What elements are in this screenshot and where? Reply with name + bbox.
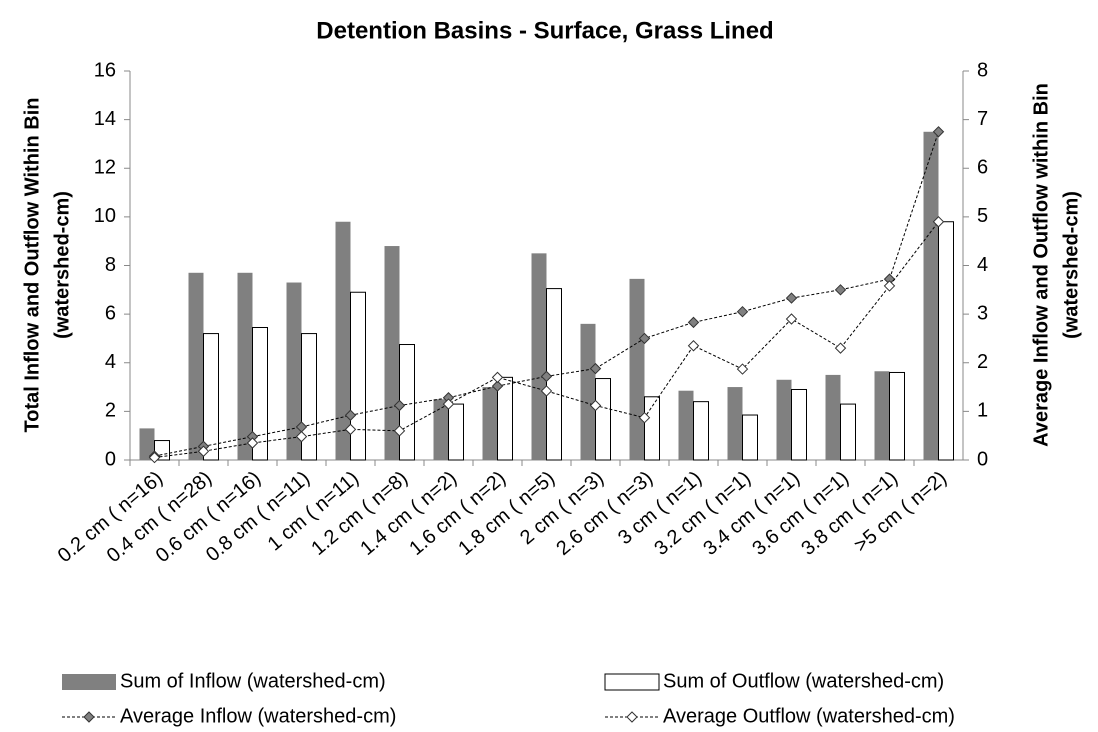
y-tick-label: 14 bbox=[94, 108, 116, 130]
y-tick-label: 8 bbox=[105, 254, 116, 276]
line-marker bbox=[295, 430, 308, 443]
bar bbox=[482, 387, 498, 460]
bar bbox=[580, 323, 596, 460]
y2-tick-label: 5 bbox=[977, 205, 988, 227]
legend-marker bbox=[83, 711, 95, 723]
bar bbox=[252, 326, 268, 461]
line-marker bbox=[736, 363, 749, 375]
bar bbox=[595, 378, 611, 461]
legend-label: Sum of Outflow (watershed-cm) bbox=[663, 670, 944, 692]
bar bbox=[874, 371, 890, 460]
chart-title: Detention Basins - Surface, Grass Lined bbox=[316, 17, 773, 44]
bar bbox=[203, 333, 219, 461]
bar bbox=[791, 388, 807, 461]
line-marker bbox=[491, 371, 504, 384]
line-marker bbox=[442, 398, 455, 410]
y-tick-label: 6 bbox=[105, 302, 116, 324]
bar bbox=[139, 428, 155, 460]
bar bbox=[448, 403, 464, 461]
y2-axis-label-line: (watershed-cm) bbox=[1060, 191, 1082, 339]
line-marker bbox=[246, 437, 259, 449]
y-tick-label: 4 bbox=[105, 351, 116, 373]
line-marker bbox=[638, 411, 651, 424]
bar bbox=[644, 396, 660, 461]
line-marker bbox=[344, 423, 357, 436]
y2-tick-label: 1 bbox=[977, 400, 988, 422]
y2-tick-label: 0 bbox=[977, 448, 988, 470]
line-marker bbox=[638, 332, 651, 345]
line-marker bbox=[344, 409, 357, 421]
y-axis-label-line: (watershed-cm) bbox=[51, 191, 73, 339]
line-marker bbox=[883, 280, 896, 292]
y-tick-label: 10 bbox=[94, 205, 116, 227]
y2-tick-label: 2 bbox=[977, 351, 988, 373]
legend-marker bbox=[626, 711, 638, 723]
bar bbox=[776, 379, 792, 460]
bar bbox=[742, 414, 758, 461]
bar bbox=[350, 291, 366, 461]
line-marker bbox=[736, 305, 749, 318]
bar bbox=[286, 282, 302, 460]
bar bbox=[237, 272, 253, 460]
line-marker bbox=[687, 340, 700, 352]
y-tick-label: 0 bbox=[105, 448, 116, 470]
legend-swatch bbox=[604, 673, 660, 691]
line-marker bbox=[589, 399, 602, 412]
bar bbox=[889, 371, 905, 461]
bar bbox=[531, 253, 547, 460]
bar bbox=[188, 272, 204, 460]
y2-tick-label: 4 bbox=[977, 254, 988, 276]
bar bbox=[433, 399, 449, 460]
bar bbox=[301, 333, 317, 461]
bar bbox=[727, 387, 743, 460]
bar bbox=[938, 221, 954, 461]
legend-label: Average Outflow (watershed-cm) bbox=[663, 705, 955, 727]
bar bbox=[335, 221, 351, 460]
line-marker bbox=[932, 126, 945, 138]
line-marker bbox=[834, 342, 847, 354]
y-axis-label-line: Total Inflow and Outflow Within Bin bbox=[21, 98, 43, 433]
line-marker bbox=[197, 445, 210, 457]
y2-tick-label: 8 bbox=[977, 59, 988, 81]
line-marker bbox=[785, 292, 798, 304]
line-marker bbox=[834, 284, 847, 296]
y2-tick-label: 7 bbox=[977, 108, 988, 130]
line-marker bbox=[393, 399, 406, 412]
line-marker bbox=[491, 380, 504, 392]
bar bbox=[825, 374, 841, 460]
y2-axis-label-line: Average Inflow and Outflow within Bin bbox=[1030, 83, 1052, 447]
line-marker bbox=[589, 362, 602, 375]
line-marker bbox=[540, 370, 553, 383]
bar bbox=[840, 403, 856, 461]
y2-tick-label: 3 bbox=[977, 302, 988, 324]
y-axis-label: Total Inflow and Outflow Within Bin (wat… bbox=[21, 98, 73, 433]
line-marker bbox=[785, 313, 798, 325]
line-marker bbox=[687, 316, 700, 329]
y-tick-label: 16 bbox=[94, 59, 116, 81]
bar bbox=[629, 278, 645, 460]
y-tick-label: 12 bbox=[94, 157, 116, 179]
line-marker bbox=[540, 385, 553, 397]
line bbox=[154, 221, 939, 459]
y-tick-label: 2 bbox=[105, 400, 116, 422]
bar bbox=[693, 401, 709, 461]
legend-swatch bbox=[62, 674, 116, 690]
line-marker bbox=[148, 451, 161, 464]
bar bbox=[923, 131, 939, 460]
y2-tick-label: 6 bbox=[977, 157, 988, 179]
bar bbox=[678, 390, 694, 460]
bar bbox=[497, 376, 513, 461]
y2-axis-label: Average Inflow and Outflow within Bin (w… bbox=[1030, 83, 1082, 447]
legend-label: Sum of Inflow (watershed-cm) bbox=[120, 670, 386, 692]
legend-label: Average Inflow (watershed-cm) bbox=[120, 705, 396, 727]
line-marker bbox=[393, 425, 406, 437]
line-marker bbox=[932, 216, 945, 228]
